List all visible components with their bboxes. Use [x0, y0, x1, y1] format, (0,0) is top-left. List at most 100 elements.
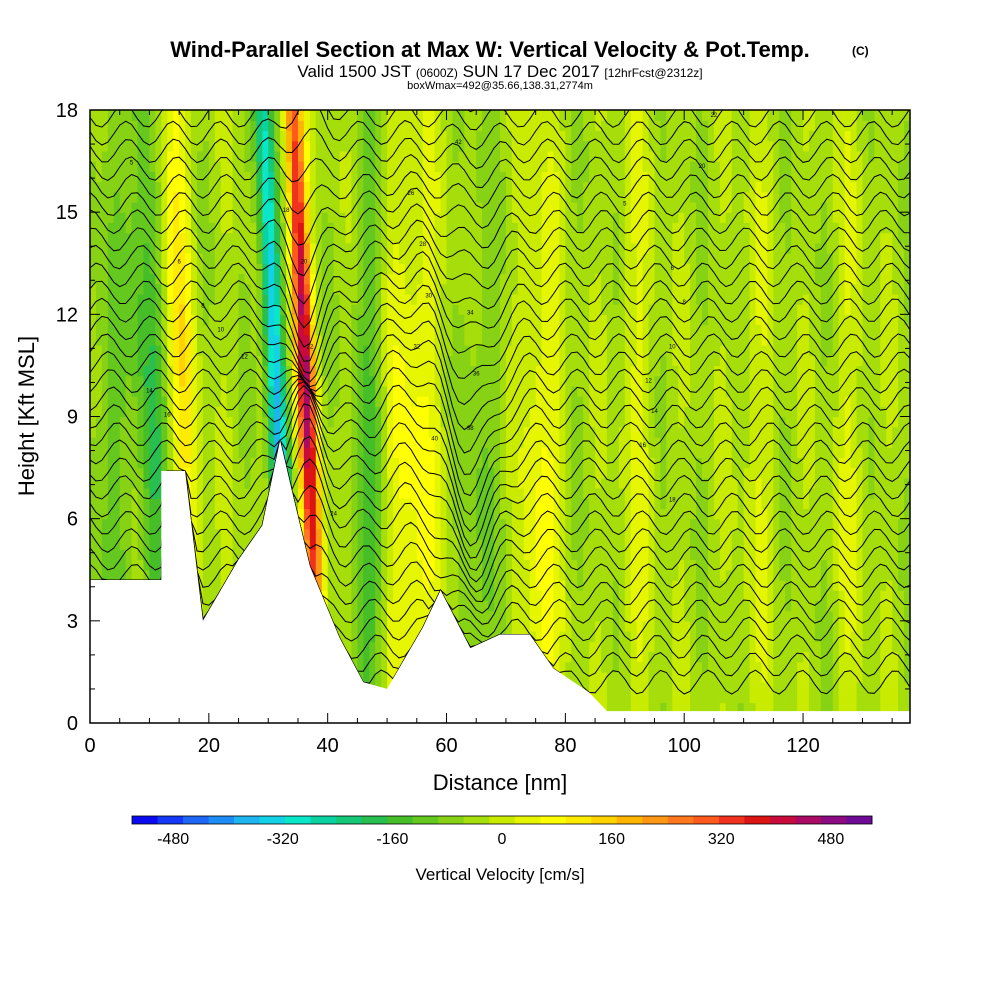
velocity-cell [309, 242, 317, 254]
velocity-cell [440, 201, 448, 213]
velocity-cell [363, 600, 370, 612]
velocity-cell [297, 201, 305, 213]
velocity-cell [95, 283, 103, 295]
velocity-cell [422, 273, 430, 285]
velocity-cell [309, 324, 317, 336]
velocity-cell [440, 222, 448, 234]
velocity-cell [309, 201, 317, 213]
velocity-cell [357, 263, 364, 275]
velocity-cell [559, 355, 566, 367]
velocity-cell [541, 416, 549, 428]
velocity-cell [95, 222, 103, 234]
velocity-cell [422, 590, 430, 601]
velocity-cell [345, 610, 353, 622]
velocity-cell [131, 181, 139, 193]
velocity-cell [523, 406, 531, 418]
velocity-cell [315, 488, 323, 499]
subtitle-date: SUN 17 Dec 2017 [463, 62, 600, 81]
velocity-cell [363, 416, 370, 428]
velocity-cell [297, 518, 305, 530]
velocity-cell [268, 191, 275, 203]
velocity-cell [149, 488, 156, 499]
velocity-cell [167, 181, 174, 193]
velocity-cell [345, 283, 353, 295]
velocity-cell [143, 120, 151, 132]
velocity-cell [226, 212, 234, 223]
velocity-cell [482, 549, 489, 561]
velocity-cell [351, 110, 358, 121]
velocity-cell [398, 518, 406, 530]
velocity-cell [500, 263, 507, 275]
velocity-cell [202, 273, 210, 285]
velocity-cell [500, 150, 507, 162]
velocity-cell [143, 508, 151, 520]
velocity-cell [404, 385, 412, 397]
velocity-cell [90, 201, 97, 213]
velocity-cell [149, 549, 156, 561]
velocity-cell [511, 191, 519, 203]
velocity-cell [202, 242, 210, 254]
velocity-cell [488, 253, 495, 264]
velocity-cell [464, 518, 471, 530]
velocity-cell [321, 171, 329, 183]
velocity-cell [470, 620, 477, 632]
velocity-cell [161, 222, 168, 234]
velocity-cell [250, 344, 257, 356]
velocity-cell [113, 130, 121, 142]
velocity-cell [244, 110, 252, 121]
velocity-cell [185, 304, 192, 315]
velocity-cell [262, 150, 269, 162]
velocity-cell [375, 447, 382, 458]
velocity-cell [375, 620, 382, 632]
velocity-cell [571, 569, 578, 581]
velocity-cell [155, 539, 162, 550]
velocity-cell [321, 375, 329, 387]
velocity-cell [297, 140, 305, 152]
velocity-cell [500, 467, 507, 479]
velocity-cell [464, 477, 471, 489]
velocity-cell [375, 488, 382, 499]
velocity-cell [125, 150, 133, 162]
velocity-cell [458, 518, 465, 530]
velocity-cell [398, 120, 406, 132]
velocity-cell [244, 375, 252, 387]
velocity-cell [297, 396, 305, 407]
velocity-cell [458, 191, 465, 203]
velocity-cell [274, 130, 281, 142]
velocity-cell [559, 191, 566, 203]
velocity-cell [565, 181, 572, 193]
velocity-cell [345, 191, 353, 203]
velocity-cell [179, 191, 186, 203]
velocity-cell [262, 161, 269, 172]
velocity-cell [541, 140, 549, 152]
velocity-cell [577, 130, 584, 142]
velocity-cell [523, 130, 531, 142]
velocity-cell [244, 201, 252, 213]
velocity-cell [428, 539, 436, 550]
velocity-cell [90, 304, 97, 315]
velocity-cell [208, 518, 216, 530]
velocity-cell [452, 559, 460, 571]
velocity-cell [553, 477, 561, 489]
velocity-cell [137, 222, 145, 234]
velocity-cell [464, 130, 471, 142]
velocity-cell [262, 375, 269, 387]
velocity-cell [357, 651, 364, 663]
velocity-cell [470, 518, 477, 530]
velocity-cell [274, 273, 281, 285]
velocity-cell [321, 293, 329, 305]
velocity-cell [482, 385, 489, 397]
velocity-cell [101, 181, 109, 193]
velocity-cell [214, 130, 222, 142]
velocity-cell [143, 416, 151, 428]
velocity-cell [458, 579, 465, 591]
velocity-cell [422, 201, 430, 213]
velocity-cell [529, 263, 537, 275]
velocity-cell [375, 375, 382, 387]
velocity-cell [428, 242, 436, 254]
velocity-cell [482, 590, 489, 601]
velocity-cell [202, 191, 210, 203]
velocity-cell [416, 620, 424, 632]
velocity-cell [286, 130, 293, 142]
velocity-cell [357, 242, 364, 254]
